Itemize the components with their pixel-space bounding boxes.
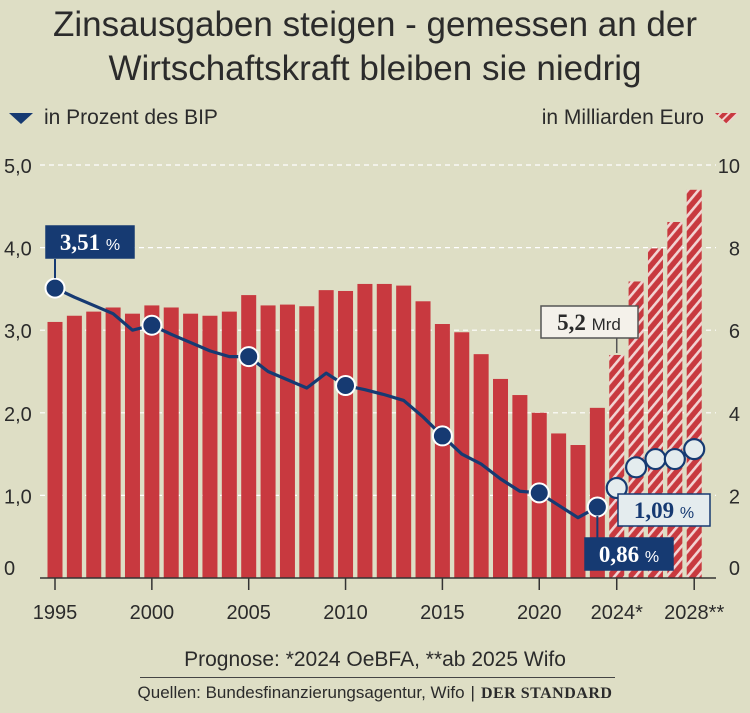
line-marker (431, 425, 453, 447)
forecast-marker (605, 476, 628, 500)
bar (279, 304, 295, 578)
bar (221, 311, 237, 578)
line-marker (44, 277, 66, 299)
forecast-marker (663, 447, 686, 471)
legend-right-label: in Milliarden Euro (541, 106, 704, 129)
forecast-note: Prognose: *2024 OeBFA, **ab 2025 Wifo (184, 648, 566, 671)
x-tick-label: 2024* (591, 602, 643, 624)
bar (434, 324, 450, 578)
bar (376, 283, 392, 578)
bar (202, 315, 218, 578)
line-legend-icon (9, 113, 33, 124)
bar (570, 445, 586, 578)
x-tick-label: 2010 (323, 602, 368, 624)
bar (473, 354, 489, 578)
x-tick-label: 2005 (226, 602, 271, 624)
bar (163, 307, 179, 578)
line-marker (238, 346, 260, 368)
brand-logo: DER STANDARD (480, 685, 613, 702)
left-axis-tick-label: 5,0 (4, 156, 32, 178)
forecast-pct-label: 1,09 % (617, 493, 711, 527)
legend-left: in Prozent des BIP (8, 106, 218, 130)
bar (415, 301, 431, 578)
source-divider (140, 677, 615, 678)
bar (124, 313, 140, 578)
right-axis-tick-label: 6 (729, 321, 740, 343)
forecast-pct-label-box (617, 493, 711, 527)
bar (396, 285, 412, 578)
x-tick-label: 2000 (130, 602, 175, 624)
bar (86, 311, 102, 578)
bar-legend-icon (715, 113, 739, 124)
x-tick-label: 2015 (420, 602, 465, 624)
right-axis-tick-label: 2 (729, 486, 740, 508)
bar (241, 295, 257, 578)
right-axis-tick-label: 4 (729, 404, 740, 426)
bar (144, 305, 160, 578)
bar (299, 306, 315, 578)
chart-title-line2: Wirtschaftskraft bleiben sie niedrig (108, 49, 642, 88)
bar (357, 283, 373, 578)
source-text: Quellen: Bundesfinanzierungsagentur, Wif… (137, 683, 465, 702)
last-pct-label: 0,86 % (584, 537, 674, 571)
forecast-marker (644, 447, 667, 471)
bar (105, 307, 121, 578)
forecast-marker (624, 456, 648, 479)
left-axis-tick-label: 4,0 (4, 239, 32, 261)
line-marker (141, 314, 163, 336)
line-marker (335, 375, 357, 397)
first-pct-label-text: 3,51 % (60, 230, 120, 255)
first-pct-label-box (45, 225, 135, 259)
x-tick-label: 1995 (33, 602, 78, 624)
bar-value-label-box (540, 305, 639, 339)
line-marker (528, 482, 550, 504)
chart-title-line1: Zinsausgaben steigen - gemessen an der (52, 5, 697, 44)
forecast-pct-label-text: 1,09 % (634, 498, 694, 523)
first-pct-label: 3,51 % (45, 225, 135, 259)
source-footer: Quellen: Bundesfinanzierungsagentur, Wif… (137, 683, 613, 702)
legend-right: in Milliarden Euro (542, 106, 740, 130)
left-axis-tick-label: 2,0 (4, 404, 32, 426)
right-axis-tick-label: 0 (729, 558, 740, 580)
left-axis-tick-label: 0 (4, 558, 15, 580)
bar (66, 315, 82, 578)
forecast-bar (686, 189, 702, 578)
bar-value-label: 5,2 Mrd (540, 305, 639, 339)
bar (512, 395, 528, 578)
left-axis-tick-label: 3,0 (4, 321, 32, 343)
right-axis-tick-label: 8 (729, 239, 740, 261)
bar (47, 321, 63, 578)
bar (589, 407, 605, 578)
right-axis-tick-label: 10 (718, 156, 740, 178)
bar (318, 290, 334, 578)
x-tick-label: 2020 (517, 602, 562, 624)
forecast-bar (667, 221, 683, 578)
bar (183, 313, 199, 578)
forecast-bar (647, 248, 663, 578)
legend-left-label: in Prozent des BIP (44, 106, 218, 129)
bar-value-label-text: 5,2 Mrd (557, 310, 621, 335)
bar (260, 305, 276, 578)
line-marker (586, 496, 608, 518)
forecast-marker (683, 438, 706, 461)
last-pct-label-text: 0,86 % (599, 542, 659, 567)
left-axis-tick-label: 1,0 (4, 486, 32, 508)
bar (338, 290, 354, 578)
x-tick-label: 2028** (664, 602, 724, 624)
last-pct-label-box (584, 537, 674, 571)
